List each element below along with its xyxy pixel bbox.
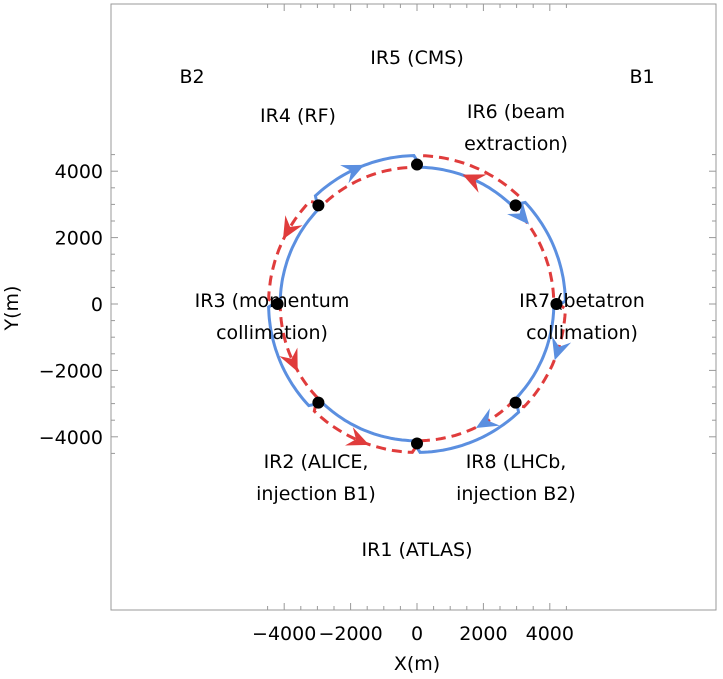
beam-b2-arrow xyxy=(462,174,487,193)
beam-b1-arrow xyxy=(552,336,572,361)
ir-label: IR8 (LHCb, xyxy=(466,451,567,473)
beam-b2-arrow xyxy=(283,215,303,240)
ir-label: extraction) xyxy=(464,133,568,155)
ir-marker xyxy=(411,437,423,450)
x-tick-label: 2000 xyxy=(459,623,507,645)
x-tick-label: −4000 xyxy=(252,623,316,645)
x-tick-label: 0 xyxy=(411,623,423,645)
ir-label: IR3 (momentum xyxy=(195,290,350,312)
ir-label: IR2 (ALICE, xyxy=(264,451,369,473)
x-axis-label: X(m) xyxy=(394,653,440,675)
y-tick-label: −2000 xyxy=(39,360,103,382)
plot-frame xyxy=(110,3,717,611)
ir-label: collimation) xyxy=(216,322,328,344)
y-tick-label: 0 xyxy=(91,294,103,316)
ir-marker xyxy=(509,199,522,212)
ir-marker xyxy=(271,298,284,310)
beam-b2-arrow xyxy=(345,427,370,446)
ir-label: IR7 (betatron xyxy=(519,290,645,312)
ir-marker xyxy=(550,298,563,310)
beam-b2-arrow xyxy=(279,347,298,372)
beam-b1-arrow xyxy=(340,164,365,184)
beam-label-b2: B2 xyxy=(179,66,204,88)
beam-b1-arrow xyxy=(507,201,529,225)
beam-b1-arrow xyxy=(475,408,500,428)
ir-label: IR6 (beam xyxy=(467,101,565,123)
ir-marker xyxy=(312,199,325,212)
ir-label: IR1 (ATLAS) xyxy=(362,539,473,561)
x-tick-label: 4000 xyxy=(526,623,574,645)
x-tick-label: −2000 xyxy=(318,623,382,645)
y-tick-label: 4000 xyxy=(55,161,103,183)
ir-label: IR5 (CMS) xyxy=(370,47,463,69)
beam-path-b1 xyxy=(267,154,567,454)
ir-marker xyxy=(509,396,522,409)
y-tick-label: −4000 xyxy=(39,427,103,449)
ir-label: injection B2) xyxy=(456,483,576,505)
y-axis-label: Y(m) xyxy=(1,286,23,332)
axis-ticks xyxy=(111,4,716,610)
ir-label: injection B1) xyxy=(256,483,376,505)
y-tick-label: 2000 xyxy=(55,228,103,250)
ir-label: collimation) xyxy=(526,322,638,344)
beam-label-b1: B1 xyxy=(629,66,654,88)
ir-markers xyxy=(271,158,563,450)
ir-marker xyxy=(312,396,325,409)
ir-labels: IR1 (ATLAS) IR2 (ALICE, injection B1) IR3 (… xyxy=(195,47,645,561)
ir-label: IR4 (RF) xyxy=(260,105,336,127)
ir-marker xyxy=(411,158,423,171)
